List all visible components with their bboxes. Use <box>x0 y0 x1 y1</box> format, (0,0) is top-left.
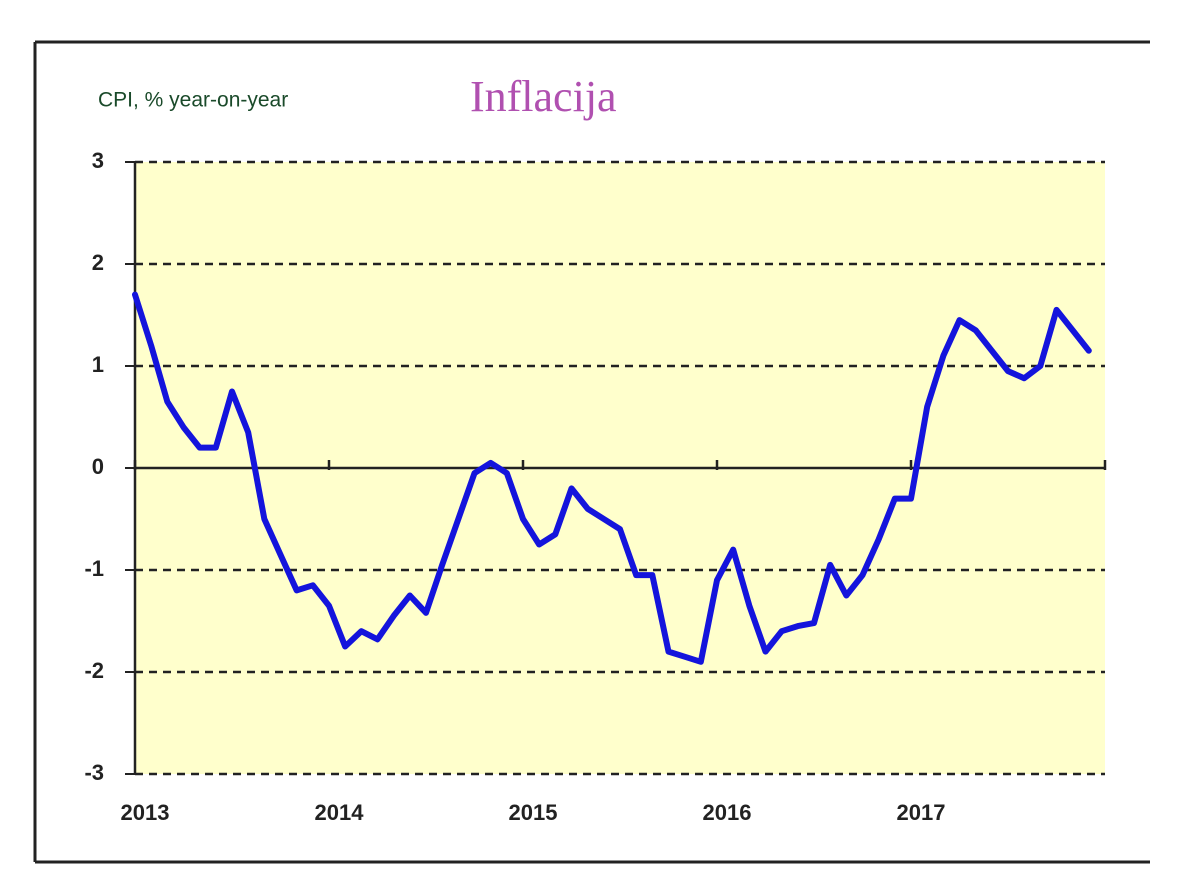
y-axis-label: CPI, % year-on-year <box>98 89 288 112</box>
y-tick-label: 0 <box>92 454 104 479</box>
y-tick-label: -2 <box>84 658 104 683</box>
y-tick-label: 2 <box>92 250 104 275</box>
x-tick-label: 2015 <box>509 800 558 825</box>
y-tick-label: -1 <box>84 556 104 581</box>
x-tick-label: 2014 <box>315 800 365 825</box>
chart-title: Inflacija <box>470 72 617 121</box>
y-tick-label: -3 <box>84 760 104 785</box>
x-tick-label: 2017 <box>897 800 946 825</box>
x-tick-label: 2013 <box>121 800 170 825</box>
x-tick-label: 2016 <box>703 800 752 825</box>
line-series <box>132 291 1092 665</box>
y-tick-label: 3 <box>92 148 104 173</box>
y-tick-label: 1 <box>92 352 104 377</box>
